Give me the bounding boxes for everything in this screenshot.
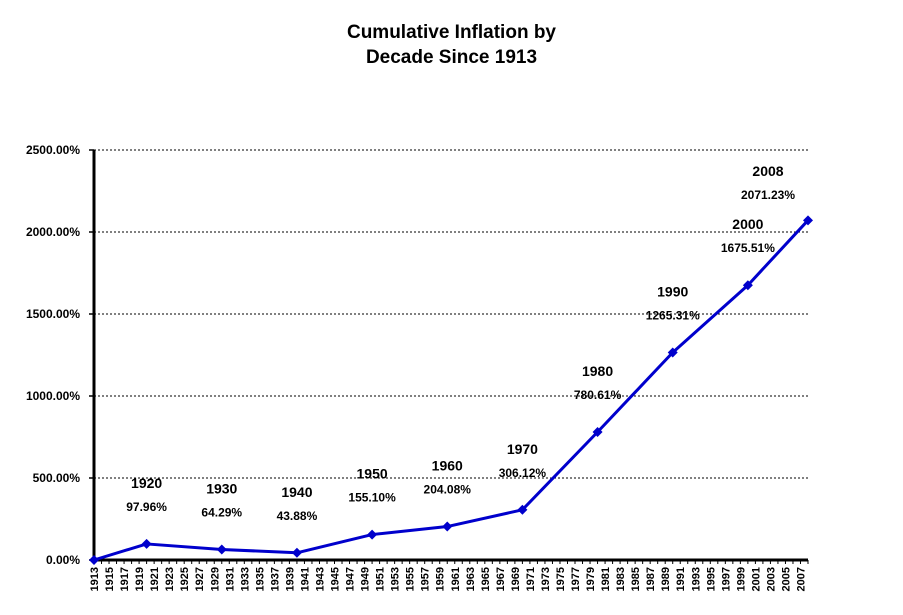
x-tick-label: 1939 <box>284 567 296 591</box>
x-tick-label: 1921 <box>149 567 161 591</box>
x-tick-label: 1997 <box>720 567 732 591</box>
x-tick-label: 1951 <box>375 567 387 591</box>
axes <box>92 150 808 562</box>
x-tick-label: 1989 <box>660 567 672 591</box>
data-point-marker <box>442 521 453 532</box>
x-tick-label: 1941 <box>299 567 311 591</box>
x-tick-label: 1957 <box>420 567 432 591</box>
x-tick-label: 2005 <box>780 567 792 591</box>
x-tick-label: 1925 <box>179 567 191 591</box>
data-label-year: 1980 <box>582 363 613 379</box>
y-tick-label: 2000.00% <box>26 225 80 239</box>
x-tick-label: 1983 <box>615 567 627 591</box>
x-tick-label: 1933 <box>239 567 251 591</box>
x-tick-label: 1917 <box>119 567 131 591</box>
data-point-marker <box>216 544 227 555</box>
x-tick-label: 1949 <box>360 567 372 591</box>
y-tick-label: 500.00% <box>33 471 81 485</box>
data-point-marker <box>367 529 378 540</box>
x-tick-label: 1943 <box>314 567 326 591</box>
data-label-year: 1950 <box>357 466 388 482</box>
data-labels: 1920 97.96% 1930 64.29% 1940 43.88% 1950 155.10… <box>126 163 795 523</box>
x-tick-label: 1931 <box>224 567 236 591</box>
x-tick-label: 1945 <box>330 567 342 591</box>
x-tick-label: 1979 <box>585 567 597 591</box>
x-tick-label: 1965 <box>480 567 492 591</box>
x-tick-label: 1971 <box>525 567 537 591</box>
x-axis-ticks: 1913 1915 1917 1919 1921 1923 1925 1927 1929 1931… <box>89 560 809 591</box>
x-tick-label: 1955 <box>405 567 417 591</box>
data-label-year: 2008 <box>752 163 783 179</box>
data-label-value: 155.10% <box>348 491 396 505</box>
data-label-year: 1930 <box>206 480 237 496</box>
data-label-value: 204.08% <box>424 483 472 497</box>
x-tick-label: 1969 <box>510 567 522 591</box>
data-label-value: 780.61% <box>574 388 622 402</box>
data-point-marker <box>291 547 302 558</box>
data-label-year: 1960 <box>432 458 463 474</box>
data-label-value: 306.12% <box>499 466 547 480</box>
x-tick-label: 1929 <box>209 567 221 591</box>
x-tick-label: 1967 <box>495 567 507 591</box>
x-tick-label: 1995 <box>705 567 717 591</box>
x-tick-label: 1919 <box>134 567 146 591</box>
data-point-marker <box>803 215 813 226</box>
x-tick-label: 1981 <box>600 567 612 591</box>
data-label-year: 2000 <box>732 216 763 232</box>
data-point-marker <box>667 347 678 358</box>
data-label-value: 64.29% <box>201 505 242 519</box>
x-tick-label: 1963 <box>465 567 477 591</box>
x-tick-label: 1913 <box>89 567 101 591</box>
x-tick-label: 1991 <box>675 567 687 591</box>
data-point-marker <box>141 538 152 549</box>
data-label-value: 1675.51% <box>721 241 775 255</box>
x-tick-label: 1975 <box>555 567 567 591</box>
data-label-year: 1970 <box>507 441 538 457</box>
y-tick-label: 2500.00% <box>26 143 80 157</box>
x-tick-label: 2007 <box>795 567 807 591</box>
chart-title-line-2: Decade Since 1913 <box>365 47 538 68</box>
data-label-value: 1265.31% <box>646 308 700 322</box>
y-tick-label: 1500.00% <box>26 307 80 321</box>
x-tick-label: 1915 <box>104 567 116 591</box>
x-tick-label: 1947 <box>345 567 357 591</box>
data-label-year: 1920 <box>131 475 162 491</box>
data-point-marker <box>89 555 99 565</box>
y-tick-label: 0.00% <box>46 553 80 567</box>
x-tick-label: 1985 <box>630 567 642 591</box>
x-tick-label: 1959 <box>435 567 447 591</box>
y-tick-label: 1000.00% <box>26 389 80 403</box>
x-tick-label: 1977 <box>570 567 582 591</box>
x-tick-label: 1923 <box>164 567 176 591</box>
y-axis-ticks: 0.00% 500.00% 1000.00% 1500.00% 2000.00% 2500… <box>26 143 94 567</box>
chart-title: Cumulative Inflation by Decade Since 191… <box>0 20 903 70</box>
data-label-value: 2071.23% <box>741 188 795 202</box>
x-tick-label: 1993 <box>690 567 702 591</box>
data-label-year: 1990 <box>657 283 688 299</box>
x-tick-label: 1953 <box>390 567 402 591</box>
x-tick-label: 2001 <box>750 567 762 591</box>
data-point-marker <box>517 504 528 515</box>
data-label-value: 97.96% <box>126 500 167 514</box>
data-point-marker <box>592 426 603 437</box>
x-tick-label: 1935 <box>254 567 266 591</box>
chart-title-line-1: Cumulative Inflation by <box>346 22 557 43</box>
data-label-value: 43.88% <box>277 509 318 523</box>
x-tick-label: 1927 <box>194 567 206 591</box>
x-tick-label: 1937 <box>269 567 281 591</box>
x-tick-label: 1999 <box>735 567 747 591</box>
data-label-year: 1940 <box>281 484 312 500</box>
x-tick-label: 2003 <box>765 567 777 591</box>
x-tick-label: 1987 <box>645 567 657 591</box>
data-point-marker <box>742 280 753 291</box>
series <box>89 215 813 565</box>
x-tick-label: 1973 <box>540 567 552 591</box>
x-tick-label: 1961 <box>450 567 462 591</box>
gridlines <box>94 149 808 479</box>
